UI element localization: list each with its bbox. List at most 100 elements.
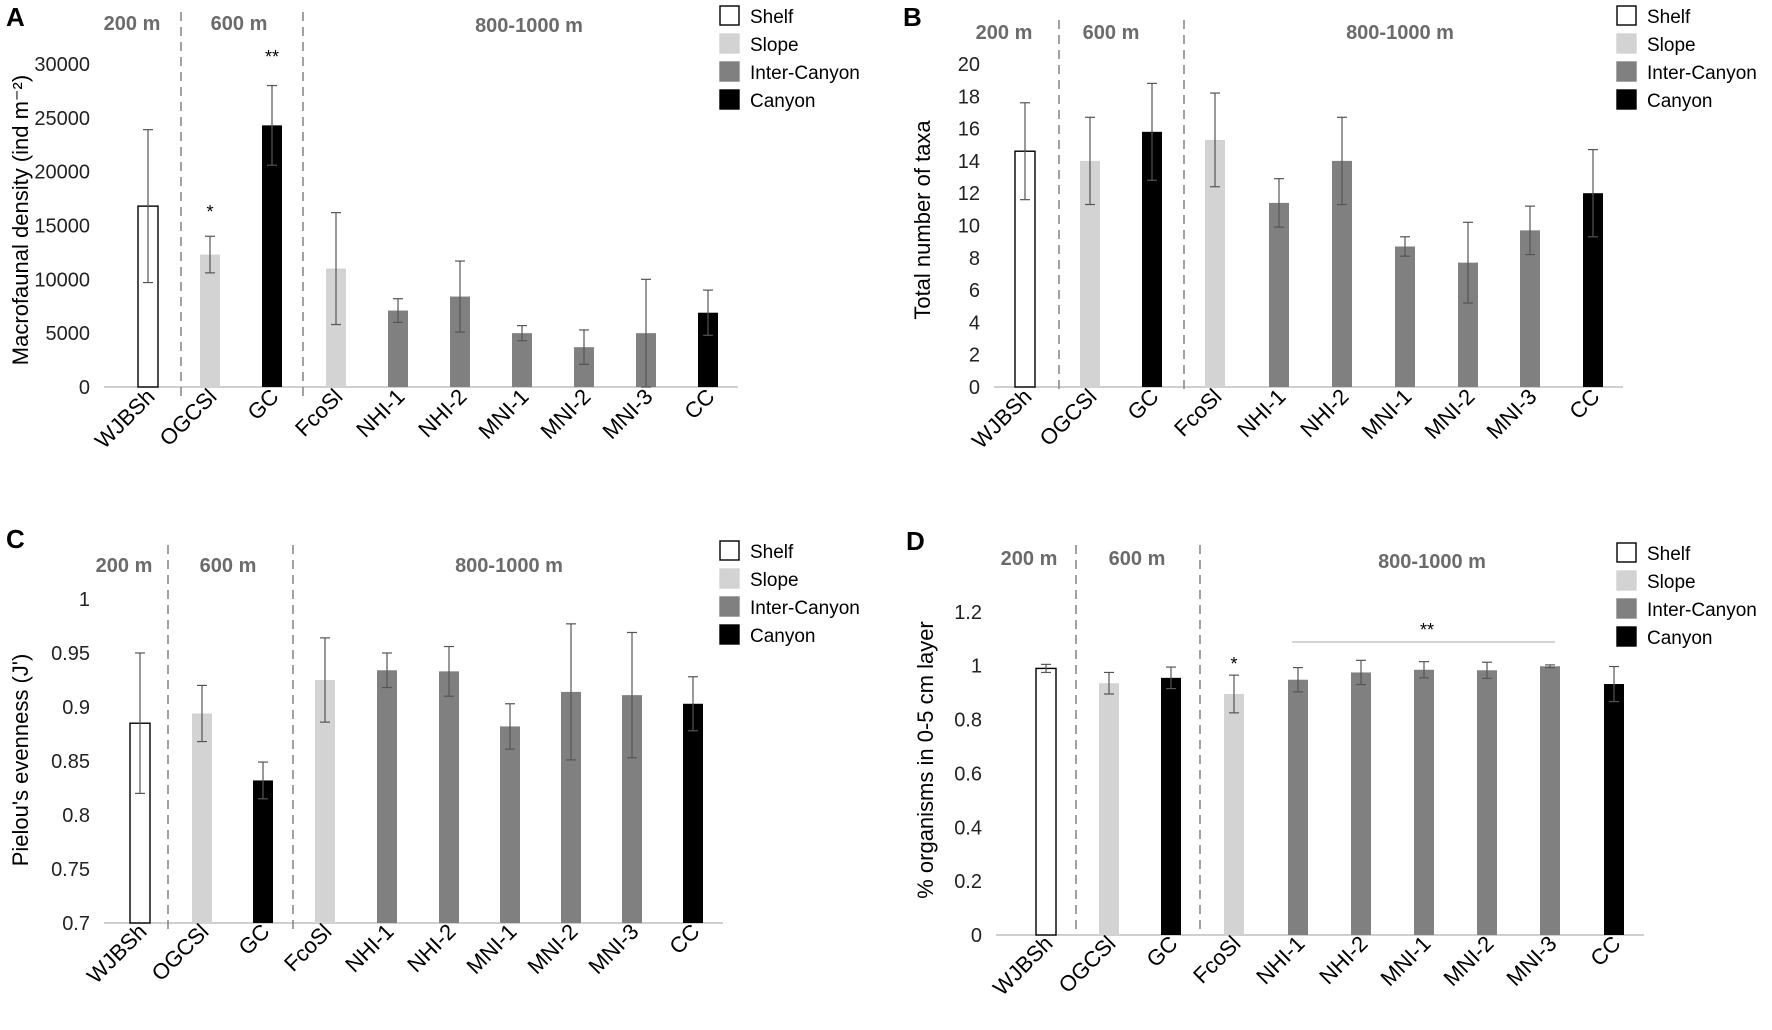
x-tick-label: CC xyxy=(679,384,719,424)
error-bar xyxy=(1293,666,1303,693)
error-bar xyxy=(320,637,330,723)
error-bar xyxy=(267,84,277,166)
panel-letter: B xyxy=(903,2,922,32)
x-tick-label: OGCSl xyxy=(147,919,214,986)
depth-zone-label: 600 m xyxy=(211,13,268,35)
x-tick-label: WJBSh xyxy=(988,931,1058,1001)
legend-swatch-slope xyxy=(719,568,740,589)
x-tick-label: MNI-3 xyxy=(1482,384,1542,444)
panel-letter: A xyxy=(6,2,25,32)
panel-a: A Macrofaunal density (ind m⁻²) 0 5000 10000… xyxy=(6,2,860,453)
legend: Shelf Slope Inter-Canyon Canyon xyxy=(1616,5,1757,112)
error-bar xyxy=(444,645,454,697)
legend-label: Slope xyxy=(750,35,799,56)
y-tick-label: 0.7 xyxy=(62,913,90,935)
x-tick-label: NHI-1 xyxy=(1232,384,1290,442)
y-tick-label: 1 xyxy=(79,589,90,611)
legend: Shelf Slope Inter-Canyon Canyon xyxy=(719,540,860,647)
bar-gc xyxy=(1161,677,1181,935)
error-bar xyxy=(1020,102,1030,201)
y-tick-label: 12 xyxy=(958,183,980,205)
panel-c: C Pielou's evenness (J') 0.7 0.75 0.8 0.85 0.9… xyxy=(6,524,860,988)
error-bar xyxy=(1419,661,1429,679)
x-tick-label: MNI-2 xyxy=(1439,931,1499,991)
x-tick-label: MNI-3 xyxy=(1502,931,1562,991)
legend-swatch-canyon xyxy=(719,624,740,645)
depth-zone-label: 200 m xyxy=(104,13,161,35)
depth-zone-label: 600 m xyxy=(1109,548,1166,570)
y-tick-label: 20 xyxy=(958,54,980,76)
y-tick-label: 0.9 xyxy=(62,697,90,719)
x-tick-label: CC xyxy=(664,919,704,959)
legend-swatch-shelf xyxy=(719,540,740,561)
y-tick-label: 25000 xyxy=(34,108,90,130)
depth-zone-label: 800-1000 m xyxy=(1378,551,1486,573)
depth-zone-label: 200 m xyxy=(976,22,1033,44)
panel-letter: D xyxy=(906,526,925,556)
significance-mark: ** xyxy=(1420,620,1434,640)
legend-label: Canyon xyxy=(750,626,816,647)
legend-swatch-shelf xyxy=(719,5,740,26)
y-tick-label: 0.2 xyxy=(954,871,982,893)
error-bar xyxy=(393,298,403,323)
x-tick-label: CC xyxy=(1585,931,1625,971)
x-tick-label: OGCSl xyxy=(1035,384,1102,451)
error-bar xyxy=(641,278,651,388)
legend-swatch-shelf xyxy=(1616,542,1637,563)
legend-label: Shelf xyxy=(1647,544,1691,565)
bar-ogcsl xyxy=(192,713,212,923)
y-tick-label: 0.85 xyxy=(51,751,90,773)
x-tick-label: GC xyxy=(243,384,284,425)
error-bar xyxy=(1210,92,1220,188)
x-tick-label: NHI-1 xyxy=(1251,931,1309,989)
bar-gc xyxy=(253,780,273,923)
legend-label: Shelf xyxy=(750,7,794,28)
error-bar xyxy=(1274,178,1284,228)
error-bar xyxy=(455,260,465,333)
y-tick-label: 8 xyxy=(969,248,980,270)
legend-label: Inter-Canyon xyxy=(750,63,860,84)
y-tick-label: 0.75 xyxy=(51,859,90,881)
bar-mni-2 xyxy=(1477,670,1497,935)
depth-zone-label: 800-1000 m xyxy=(1346,22,1454,44)
legend-label: Canyon xyxy=(1647,91,1713,112)
y-tick-label: 4 xyxy=(969,312,980,334)
bar-mni-1 xyxy=(500,726,520,923)
bar-ogcsl xyxy=(200,254,220,387)
error-bar xyxy=(1609,665,1619,703)
legend-swatch-inter-canyon xyxy=(1616,61,1637,82)
y-axis-label: Macrofaunal density (ind m⁻²) xyxy=(8,75,33,365)
bar-nhi-2 xyxy=(1351,672,1371,935)
depth-zone-label: 800-1000 m xyxy=(475,15,583,37)
panel-b: B Total number of taxa 0 2 4 6 8 10 12 14 16 18 20 20… xyxy=(903,2,1757,453)
bar-cc xyxy=(1604,684,1624,935)
depth-zone-label: 600 m xyxy=(200,555,257,577)
legend-label: Shelf xyxy=(1647,7,1691,28)
x-tick-label: FcoSl xyxy=(1188,931,1245,988)
x-tick-label: MNI-1 xyxy=(1357,384,1417,444)
error-bar xyxy=(517,325,527,342)
legend-swatch-inter-canyon xyxy=(1616,598,1637,619)
x-tick-label: NHI-1 xyxy=(340,919,398,977)
legend-label: Canyon xyxy=(1647,628,1713,649)
bar-nhi-2 xyxy=(439,671,459,923)
bar-cc xyxy=(698,312,718,387)
bar-mni-2 xyxy=(561,691,581,923)
error-bar xyxy=(1041,663,1051,674)
depth-zone-label: 600 m xyxy=(1083,22,1140,44)
bar-cc xyxy=(1583,193,1603,387)
y-tick-label: 16 xyxy=(958,119,980,141)
y-tick-label: 0.8 xyxy=(954,710,982,732)
y-tick-label: 0 xyxy=(969,377,980,399)
legend-label: Inter-Canyon xyxy=(750,598,860,619)
error-bar xyxy=(258,761,268,800)
y-axis-label: % organisms in 0-5 cm layer xyxy=(913,621,938,899)
error-bar xyxy=(579,329,589,365)
error-bar xyxy=(1400,236,1410,257)
bar-gc xyxy=(1142,131,1162,387)
x-tick-label: MNI-1 xyxy=(474,384,534,444)
legend: Shelf Slope Inter-Canyon Canyon xyxy=(1616,542,1757,649)
error-bar xyxy=(1166,666,1176,690)
error-bar xyxy=(1545,664,1555,669)
error-bar xyxy=(1147,82,1157,181)
